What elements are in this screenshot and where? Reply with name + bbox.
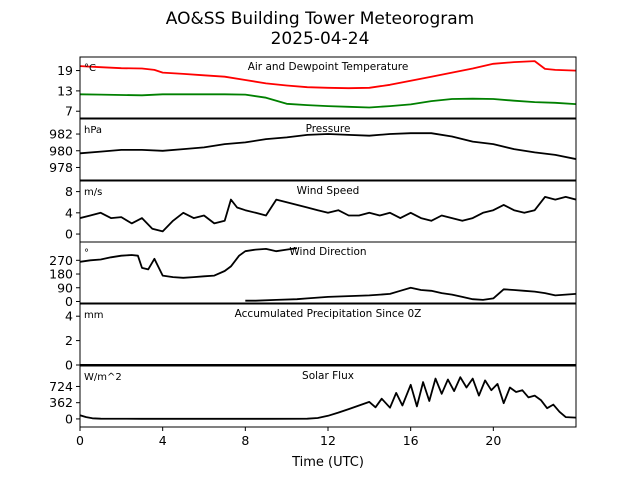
y-tick-label: 2 [65,333,73,348]
panel-frame [79,118,577,181]
panel-title: Pressure [306,123,351,135]
x-tick-label: 0 [76,433,84,448]
y-tick-label: 13 [57,83,73,98]
panel-unit-label: m/s [84,187,102,198]
y-tick-label: 7 [65,104,73,119]
panel-unit-label: W/m^2 [84,372,122,383]
panel-title: Accumulated Precipitation Since 0Z [235,308,422,320]
y-tick-label: 19 [57,63,73,78]
panel-title: Wind Direction [289,246,366,258]
panel-unit-label: mm [84,310,103,321]
y-tick-label: 982 [49,127,73,142]
panel-title: Solar Flux [302,370,354,382]
panel-frame [79,56,577,119]
panel-frame [79,241,577,304]
y-tick-label: 8 [65,184,73,199]
series-solar-0 [80,376,576,420]
x-axis-label: Time (UTC) [291,455,364,470]
y-tick-label: 90 [57,280,73,295]
x-tick-label: 12 [320,433,336,448]
panel-unit-label: ° [84,248,89,259]
chart-title-line-1: AO&SS Building Tower Meteorogram [166,9,474,29]
chart-title-line-2: 2025-04-24 [271,29,370,49]
x-tick-label: 4 [159,433,167,448]
y-tick-label: 724 [49,379,73,394]
series-winddir-0 [80,247,298,279]
panel-temp: 19 13 7 °C Air and Dewpoint Temperature [57,56,577,119]
panel-title: Air and Dewpoint Temperature [248,61,409,73]
series-temp-1 [80,93,576,109]
series-winddir-1 [245,286,576,302]
y-tick-label: 362 [49,395,73,410]
panel-frame [79,303,577,366]
y-tick-label: 180 [49,267,73,282]
y-tick-label: 0 [65,358,73,373]
y-tick-label: 4 [65,309,73,324]
x-tick-label: 8 [241,433,249,448]
panel-precip: 4 2 0 mm Accumulated Precipitation Since 0Z [65,303,577,373]
panel-unit-label: hPa [84,125,102,136]
y-tick-label: 978 [49,160,73,175]
y-tick-label: 0 [65,294,73,309]
panel-title: Wind Speed [297,185,360,197]
y-tick-label: 980 [49,143,73,158]
y-tick-label: 0 [65,227,73,242]
y-tick-label: 270 [49,253,73,268]
x-tick-label: 16 [403,433,419,448]
series-temp-0 [80,60,576,90]
x-tick-label: 20 [485,433,501,448]
panel-unit-label: °C [84,63,96,74]
x-axis: 0 4 8 12 16 20 [76,427,501,448]
series-pressure-0 [80,132,576,160]
y-tick-label: 0 [65,411,73,426]
y-tick-label: 4 [65,205,73,220]
series-windspeed-0 [80,195,576,233]
panel-windspeed: 8 4 0 m/s Wind Speed [65,180,577,243]
panels-group: 19 13 7 °C Air and Dewpoint Temperature 98298… [49,56,577,428]
